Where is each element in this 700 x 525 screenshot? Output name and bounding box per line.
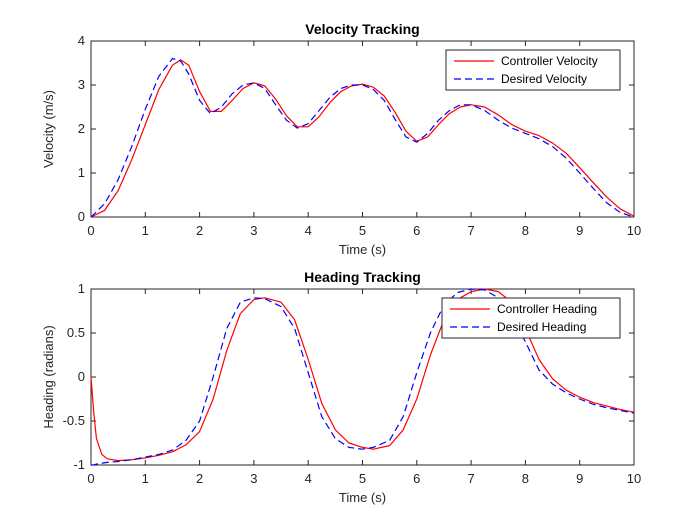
x-tick-label: 7 bbox=[467, 471, 474, 486]
heading-axes: Heading Tracking Time (s) Heading (radia… bbox=[41, 269, 641, 505]
heading-legend-box bbox=[441, 297, 621, 339]
velocity-axes: Velocity Tracking Time (s) Velocity (m/s… bbox=[41, 21, 641, 257]
x-tick-label: 9 bbox=[576, 223, 583, 238]
x-tick-label: 5 bbox=[359, 223, 366, 238]
x-tick-label: 10 bbox=[627, 471, 641, 486]
velocity-x-axis-label: Time (s) bbox=[339, 242, 386, 257]
legend-label-desired-heading: Desired Heading bbox=[497, 320, 586, 334]
velocity-series bbox=[90, 57, 635, 218]
heading-chart-title: Heading Tracking bbox=[304, 269, 421, 285]
x-tick-label: 0 bbox=[87, 223, 94, 238]
x-tick-label: 4 bbox=[305, 223, 312, 238]
y-tick-label: 0.5 bbox=[67, 325, 85, 340]
x-tick-label: 8 bbox=[522, 471, 529, 486]
x-tick-label: 4 bbox=[305, 471, 312, 486]
x-tick-label: 5 bbox=[359, 471, 366, 486]
series-line-controller-heading bbox=[90, 288, 635, 462]
y-tick-label: 0 bbox=[78, 209, 85, 224]
legend-label-desired-velocity: Desired Velocity bbox=[501, 72, 587, 86]
heading-ticks: 0 1 2 3 4 5 6 7 8 9 10 -1 -0.5 0 0.5 1 bbox=[63, 281, 642, 486]
series-line-controller-velocity bbox=[90, 59, 635, 218]
velocity-y-axis-label: Velocity (m/s) bbox=[41, 90, 56, 168]
x-tick-label: 2 bbox=[196, 471, 203, 486]
x-tick-label: 0 bbox=[87, 471, 94, 486]
heading-y-axis-label: Heading (radians) bbox=[41, 325, 56, 428]
legend-label-controller-velocity: Controller Velocity bbox=[501, 54, 598, 68]
x-tick-label: 3 bbox=[250, 471, 257, 486]
velocity-ticks: 0 1 2 3 4 5 6 7 8 9 10 0 1 2 3 4 bbox=[78, 33, 641, 238]
x-tick-label: 6 bbox=[413, 223, 420, 238]
x-tick-label: 1 bbox=[142, 223, 149, 238]
velocity-legend: Controller Velocity Desired Velocity bbox=[445, 49, 621, 91]
y-tick-label: 1 bbox=[78, 165, 85, 180]
x-tick-label: 10 bbox=[627, 223, 641, 238]
x-tick-label: 6 bbox=[413, 471, 420, 486]
x-tick-label: 1 bbox=[142, 471, 149, 486]
heading-legend: Controller Heading Desired Heading bbox=[441, 297, 621, 339]
y-tick-label: 4 bbox=[78, 33, 85, 48]
series-line-desired-heading bbox=[91, 288, 635, 466]
x-tick-label: 8 bbox=[522, 223, 529, 238]
x-tick-label: 2 bbox=[196, 223, 203, 238]
x-tick-label: 3 bbox=[250, 223, 257, 238]
heading-x-axis-label: Time (s) bbox=[339, 490, 386, 505]
series-line-desired-velocity bbox=[90, 57, 635, 218]
y-tick-label: 1 bbox=[78, 281, 85, 296]
x-tick-label: 9 bbox=[576, 471, 583, 486]
x-tick-label: 7 bbox=[467, 223, 474, 238]
velocity-chart-title: Velocity Tracking bbox=[305, 21, 419, 37]
legend-label-controller-heading: Controller Heading bbox=[497, 302, 597, 316]
y-tick-label: 3 bbox=[78, 77, 85, 92]
velocity-legend-box bbox=[445, 49, 621, 91]
y-tick-label: 0 bbox=[78, 369, 85, 384]
y-tick-label: -0.5 bbox=[63, 413, 85, 428]
y-tick-label: -1 bbox=[73, 457, 85, 472]
heading-series bbox=[90, 288, 635, 466]
y-tick-label: 2 bbox=[78, 121, 85, 136]
